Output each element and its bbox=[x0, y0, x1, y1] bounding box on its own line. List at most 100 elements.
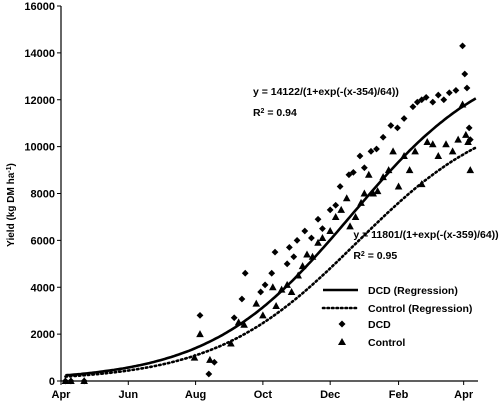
control-point bbox=[259, 311, 267, 319]
control-point bbox=[206, 355, 214, 363]
x-tick-label: Dec bbox=[320, 389, 340, 401]
control-point bbox=[400, 152, 408, 159]
dcd-point bbox=[465, 124, 473, 132]
y-tick-label: 10000 bbox=[24, 142, 55, 154]
control-point bbox=[227, 339, 235, 347]
legend-control-regression-label: Control (Regression) bbox=[368, 303, 472, 315]
dcd-point bbox=[445, 89, 453, 97]
dcd-point bbox=[308, 234, 315, 242]
dcd-point bbox=[261, 281, 269, 289]
dcd-point bbox=[409, 103, 417, 111]
y-tick-label: 16000 bbox=[24, 1, 55, 13]
y-tick-label: 8000 bbox=[31, 189, 55, 201]
dcd-point bbox=[230, 314, 238, 322]
control-point bbox=[331, 212, 340, 220]
control-point bbox=[357, 198, 365, 206]
control-point bbox=[326, 227, 334, 234]
y-tick-label: 14000 bbox=[24, 48, 55, 60]
control-point bbox=[417, 180, 426, 188]
dcd-point bbox=[196, 311, 204, 319]
equation-control: y = 11801/(1+exp(-(x-359)/64)) R2 = 0.95 bbox=[353, 229, 498, 262]
dcd-point bbox=[326, 206, 334, 214]
equation-dcd: y = 14122/(1+exp(-(x-354)/64)) R2 = 0.94 bbox=[253, 86, 399, 119]
control-point bbox=[269, 283, 277, 291]
control-point bbox=[318, 234, 327, 242]
dcd-point bbox=[367, 147, 375, 155]
y-tick-label: 0 bbox=[49, 376, 55, 388]
data-points bbox=[61, 42, 475, 385]
control-point bbox=[389, 147, 397, 155]
x-tick-label: Jun bbox=[119, 389, 139, 401]
control-point bbox=[466, 166, 475, 174]
dcd-point bbox=[434, 91, 442, 99]
control-point bbox=[448, 147, 457, 155]
legend-control-label: Control bbox=[368, 337, 405, 349]
dcd-point bbox=[452, 86, 460, 94]
control-point bbox=[294, 271, 302, 279]
y-tick-label: 6000 bbox=[31, 235, 55, 247]
dcd-point bbox=[210, 358, 218, 366]
dcd-point bbox=[379, 133, 387, 141]
control-point bbox=[67, 377, 75, 384]
y-tick-label: 2000 bbox=[31, 329, 55, 341]
y-tick-label: 4000 bbox=[31, 282, 55, 294]
control-point bbox=[196, 330, 204, 338]
dcd-point bbox=[332, 201, 340, 209]
dcd-point bbox=[459, 42, 466, 50]
dcd-point bbox=[373, 145, 380, 153]
dcd-point bbox=[356, 152, 364, 160]
control-point bbox=[369, 189, 377, 197]
axes: 0 2000 4000 6000 8000 10000 12000 14000 16000 Apr… bbox=[24, 1, 478, 401]
dcd-point bbox=[241, 269, 249, 277]
x-tick-label: Apr bbox=[52, 389, 72, 401]
dcd-point bbox=[268, 269, 276, 277]
legend: DCD (Regression) Control (Regression) DC… bbox=[321, 285, 472, 349]
control-point bbox=[434, 152, 443, 159]
control-point bbox=[298, 262, 307, 270]
control-point bbox=[364, 170, 373, 178]
control-point bbox=[360, 189, 369, 197]
dcd-point bbox=[394, 124, 401, 132]
x-tick-label: Aug bbox=[185, 389, 206, 401]
control-point bbox=[454, 135, 462, 143]
dcd-point bbox=[461, 70, 469, 78]
control-point bbox=[234, 318, 243, 326]
control-point bbox=[428, 140, 437, 148]
legend-dcd-marker bbox=[338, 320, 346, 328]
control-point bbox=[346, 222, 354, 230]
control-point bbox=[373, 187, 382, 195]
dcd-point bbox=[314, 215, 322, 223]
control-point bbox=[80, 377, 88, 384]
control-point bbox=[458, 100, 467, 108]
control-point bbox=[61, 377, 70, 384]
r2-control-text: R2 = 0.95 bbox=[353, 250, 397, 262]
control-point bbox=[240, 320, 248, 328]
dcd-point bbox=[319, 225, 326, 233]
x-tick-label: Oct bbox=[254, 389, 273, 401]
control-point bbox=[442, 140, 450, 148]
legend-control-marker bbox=[338, 338, 346, 345]
dcd-point bbox=[257, 288, 265, 296]
y-tick-label: 12000 bbox=[24, 95, 55, 107]
control-point bbox=[405, 166, 414, 174]
legend-dcd-regression-label: DCD (Regression) bbox=[368, 285, 458, 297]
control-point bbox=[462, 130, 470, 138]
control-point bbox=[314, 238, 322, 246]
dcd-point bbox=[205, 370, 213, 378]
control-point bbox=[379, 173, 387, 181]
dcd-point bbox=[301, 227, 309, 235]
control-point bbox=[308, 252, 317, 260]
control-point bbox=[277, 285, 286, 293]
control-point bbox=[464, 137, 472, 145]
control-point bbox=[351, 212, 360, 220]
x-tick-label: Feb bbox=[389, 389, 409, 401]
control-point bbox=[384, 166, 393, 174]
regression-curves bbox=[64, 97, 478, 378]
control-point bbox=[252, 299, 261, 307]
control-point bbox=[394, 182, 403, 190]
dcd-point bbox=[463, 84, 471, 92]
control-point bbox=[272, 302, 280, 309]
control-point bbox=[411, 147, 419, 155]
equation-control-text: y = 11801/(1+exp(-(x-359)/64)) bbox=[353, 229, 498, 241]
